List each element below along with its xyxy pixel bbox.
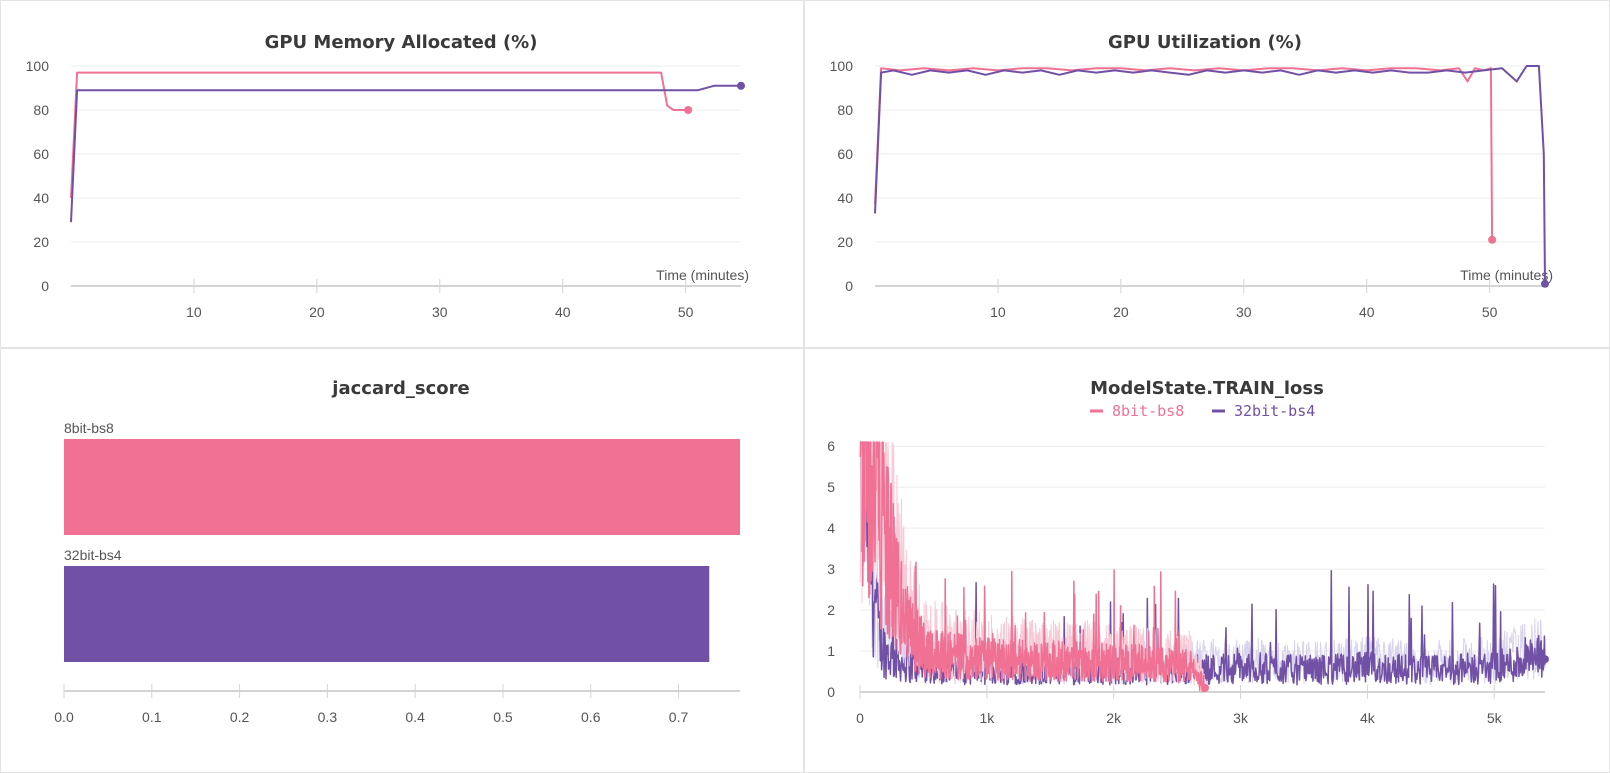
x-tick-label: 0.4 [405, 709, 425, 725]
x-tick-label: 20 [309, 304, 325, 320]
y-tick-label: 100 [830, 58, 854, 74]
series-end-point-pink [684, 106, 693, 114]
y-tick-label: 20 [33, 234, 49, 250]
y-tick-label: 3 [827, 561, 835, 577]
y-tick-label: 40 [837, 190, 853, 206]
gpu-utilization-chart: GPU Utilization (%) Time (minutes) 0 20 40… [830, 32, 1553, 320]
y-tick-label: 6 [827, 438, 835, 454]
series-end-point-purple [737, 81, 745, 90]
x-axis-label: Time (minutes) [656, 267, 749, 283]
x-tick-label: 0.7 [669, 709, 689, 725]
series-end-point-pink [1201, 683, 1210, 692]
series-line-pink [70, 71, 689, 199]
series-end-point-purple [1541, 655, 1549, 664]
bar-32bit-bs4 [64, 566, 710, 662]
y-tick-label: 60 [837, 146, 853, 162]
x-tick-label: 10 [990, 304, 1006, 320]
x-tick-label: 50 [678, 304, 694, 320]
y-tick-label: 4 [827, 520, 835, 536]
series-line-purple [859, 441, 1546, 686]
y-tick-label: 80 [837, 102, 853, 118]
jaccard-chart: jaccard_score 8bit-bs8 32bit-bs4 0.0 0.1 0.2… [54, 378, 740, 725]
gpu-memory-chart: GPU Memory Allocated (%) Time (minutes) … [26, 32, 749, 320]
chart-title: GPU Utilization (%) [1108, 32, 1302, 53]
y-tick-label: 5 [827, 479, 835, 495]
x-tick-label: 0.6 [581, 709, 601, 725]
x-tick-label: 2k [1106, 710, 1122, 726]
x-tick-label: 0 [856, 710, 864, 726]
x-tick-label: 40 [1359, 304, 1375, 320]
x-tick-label: 40 [555, 304, 571, 320]
x-tick-label: 5k [1487, 710, 1503, 726]
train-loss-chart: ModelState.TRAIN_loss 0 1 2 3 4 5 6 0 1k 2k 3k 4k 5k… [827, 378, 1549, 726]
y-tick-label: 1 [827, 643, 835, 659]
x-tick-label: 30 [1236, 304, 1252, 320]
series-end-point-pink [1488, 235, 1497, 244]
y-tick-label: 60 [33, 146, 49, 162]
series-line-purple [70, 84, 741, 223]
x-tick-label: 50 [1482, 304, 1498, 320]
series-end-point-purple [1541, 279, 1549, 288]
x-tick-label: 0.0 [54, 709, 74, 725]
train-loss-panel: ModelState.TRAIN_loss 0 1 2 3 4 5 6 0 1k 2k 3k 4k 5k… [804, 348, 1610, 773]
x-tick-label: 20 [1113, 304, 1129, 320]
x-tick-label: 1k [979, 710, 995, 726]
y-tick-label: 2 [827, 602, 835, 618]
x-tick-label: 10 [186, 304, 202, 320]
y-tick-label: 0 [827, 684, 835, 700]
jaccard-panel: jaccard_score 8bit-bs8 32bit-bs4 0.0 0.1 0.2… [0, 348, 804, 773]
bar-label: 8bit-bs8 [64, 420, 114, 436]
chart-title: GPU Memory Allocated (%) [265, 32, 538, 53]
x-tick-label: 0.5 [493, 709, 513, 725]
series-line-purple [874, 65, 1546, 284]
series-line-pink [859, 441, 1206, 692]
y-tick-label: 0 [41, 278, 49, 294]
bar-8bit-bs8 [64, 439, 740, 535]
x-tick-label: 0.3 [318, 709, 338, 725]
x-tick-label: 0.1 [142, 709, 162, 725]
y-tick-label: 40 [33, 190, 49, 206]
x-tick-label: 4k [1360, 710, 1376, 726]
chart-title: jaccard_score [331, 378, 469, 399]
legend-label-purple: 32bit-bs4 [1234, 402, 1315, 420]
x-tick-label: 30 [432, 304, 448, 320]
y-tick-label: 20 [837, 234, 853, 250]
x-axis-label: Time (minutes) [1460, 267, 1553, 283]
y-tick-label: 100 [26, 58, 50, 74]
series-line-pink [874, 67, 1494, 240]
y-tick-label: 0 [845, 278, 853, 294]
x-tick-label: 3k [1233, 710, 1249, 726]
x-tick-label: 0.2 [230, 709, 250, 725]
legend-label-pink: 8bit-bs8 [1112, 402, 1184, 420]
gpu-utilization-panel: GPU Utilization (%) Time (minutes) 0 20 40… [804, 0, 1610, 348]
bar-label: 32bit-bs4 [64, 547, 122, 563]
chart-title: ModelState.TRAIN_loss [1090, 378, 1324, 399]
gpu-memory-panel: GPU Memory Allocated (%) Time (minutes) … [0, 0, 804, 348]
y-tick-label: 80 [33, 102, 49, 118]
